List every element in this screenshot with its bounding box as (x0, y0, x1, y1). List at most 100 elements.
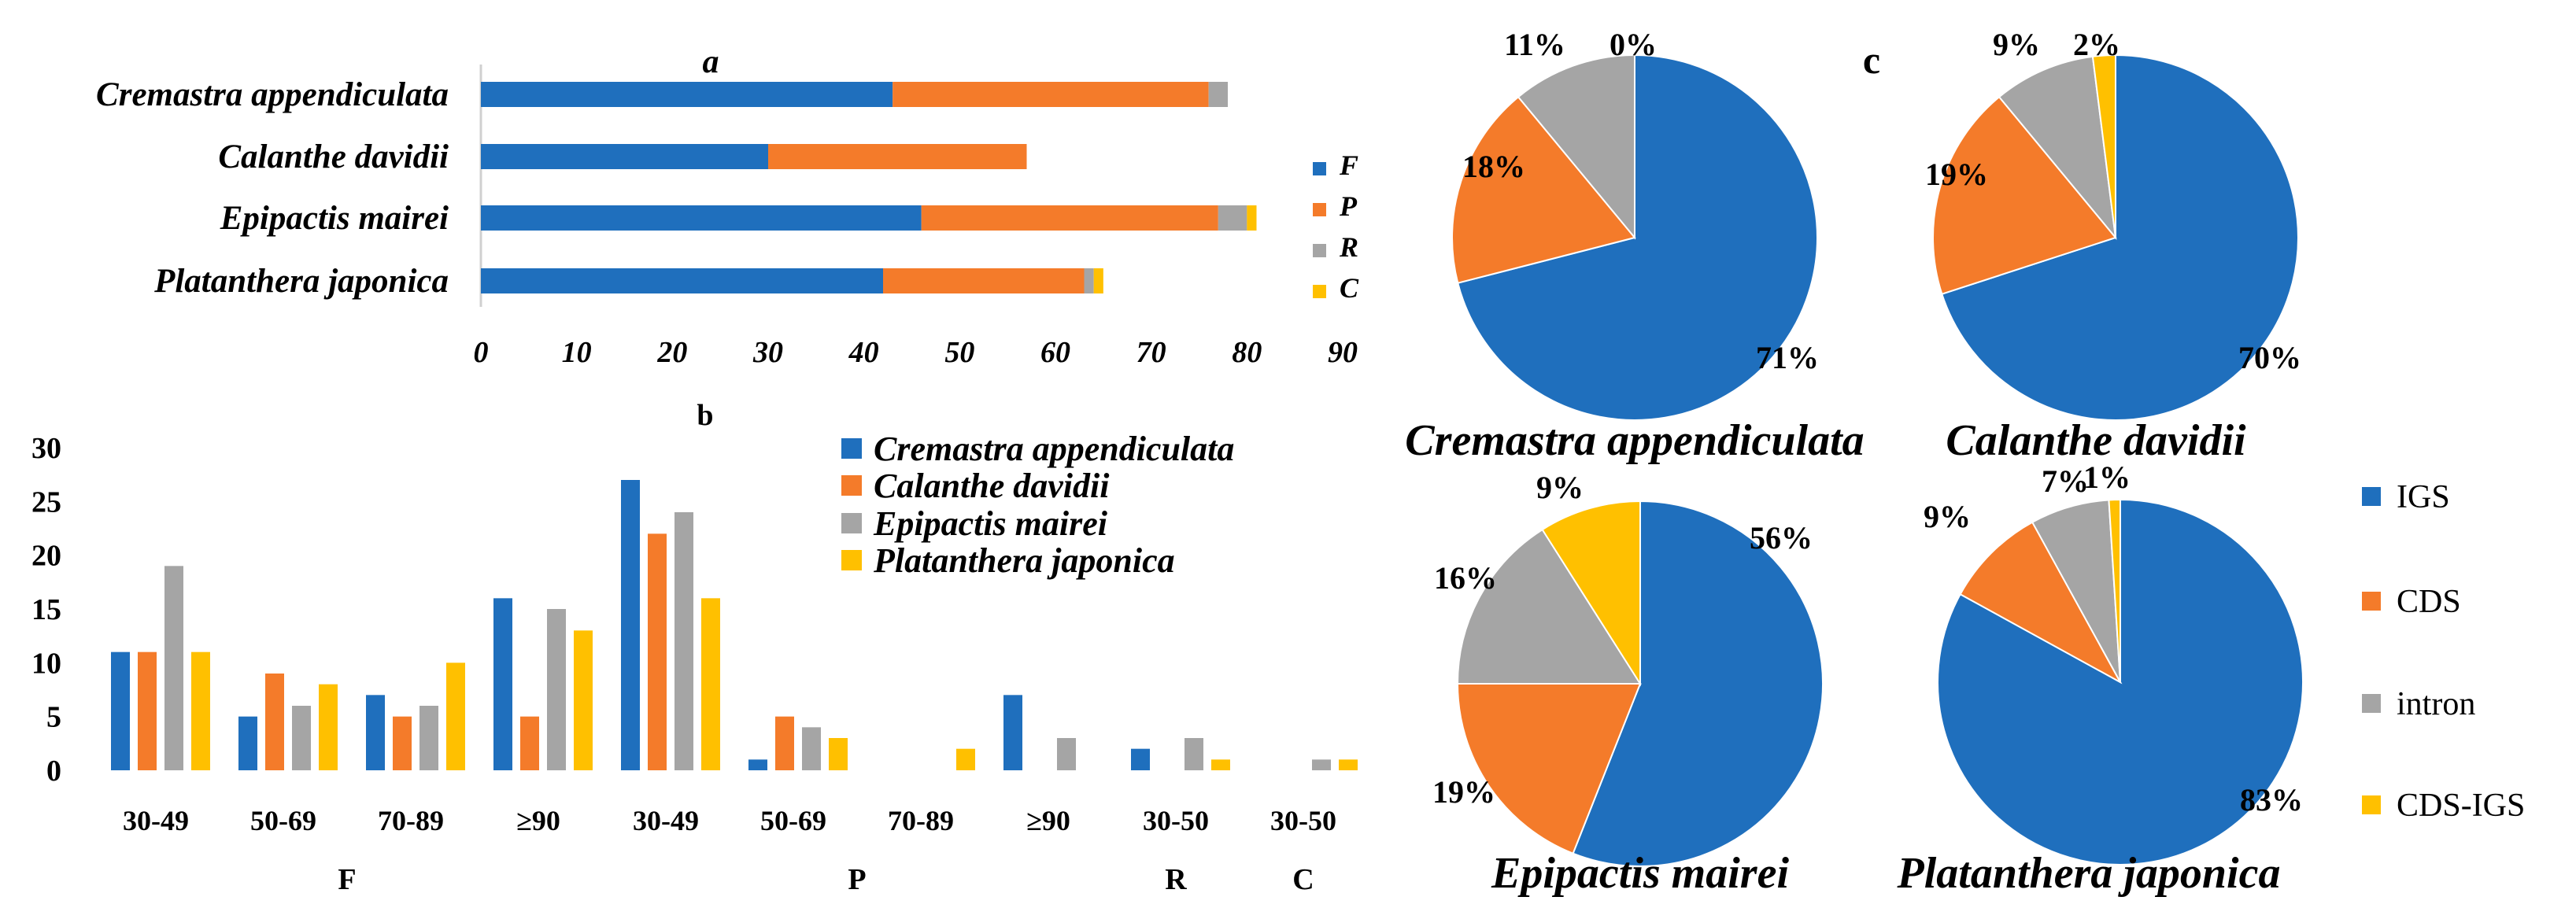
bar-b (164, 566, 183, 770)
legend-label-b: Platanthera japonica (873, 541, 1175, 580)
x-tick-b: 70-89 (888, 805, 954, 836)
pie-label: 18% (1462, 149, 1525, 184)
bar-a-P (893, 82, 1209, 107)
x-tick-b: ≥90 (516, 805, 560, 836)
pie-label: 19% (1432, 774, 1495, 810)
bar-b (493, 598, 512, 770)
x-tick-b: 50-69 (760, 805, 826, 836)
legend-label-a: F (1339, 149, 1358, 181)
y-tick-b: 20 (31, 540, 61, 573)
y-tick-b: 25 (31, 485, 61, 519)
x-tick-b: 50-69 (250, 805, 316, 836)
pie-label: 70% (2238, 340, 2301, 375)
legend-label-b: Cremastra appendiculata (874, 430, 1234, 468)
legend-swatch-b (841, 513, 862, 533)
group-label-b: R (1165, 863, 1187, 896)
bar-a-R (1084, 268, 1094, 293)
y-tick-b: 15 (31, 593, 61, 626)
x-tick-a: 90 (1328, 336, 1358, 369)
bar-b (446, 662, 465, 770)
pie-label: 83% (2240, 782, 2303, 818)
pie-slice-CDS (1959, 521, 2123, 685)
legend-swatch-c (2362, 487, 2381, 506)
bar-b (111, 651, 130, 770)
legend-swatch-c (2362, 795, 2381, 814)
bar-b (621, 480, 640, 770)
pie-label: 0% (1610, 27, 1657, 62)
x-tick-a: 70 (1136, 336, 1166, 369)
x-tick-a: 50 (944, 336, 974, 369)
x-tick-a: 60 (1040, 336, 1070, 369)
group-label-b: F (338, 863, 356, 896)
bar-b (701, 598, 720, 770)
pie-label: 9% (1536, 470, 1584, 505)
bar-b (138, 651, 157, 770)
x-tick-b: 30-50 (1143, 805, 1209, 836)
x-tick-a: 40 (848, 336, 879, 369)
pie-label: 7% (2042, 463, 2089, 499)
bar-b (648, 533, 667, 770)
x-tick-b: 70-89 (378, 805, 444, 836)
pie-slice-intron (2031, 499, 2121, 683)
x-tick-a: 30 (752, 336, 783, 369)
bar-a-C (1093, 268, 1103, 293)
x-tick-a: 0 (474, 336, 489, 369)
legend-label-a: P (1339, 190, 1358, 222)
bar-a-C (1247, 205, 1257, 231)
pie-label: 11% (1504, 27, 1565, 62)
legend-label-a: C (1340, 272, 1359, 304)
panel-label-a: a (703, 44, 719, 80)
bar-b (191, 651, 210, 770)
bar-b (802, 727, 821, 770)
bar-b (547, 609, 566, 770)
pie-slice-IGS (1572, 500, 1824, 867)
legend-label-c: CDS-IGS (2397, 788, 2525, 824)
bar-b (1003, 695, 1022, 770)
bar-a-F (481, 268, 883, 293)
species-label-a: Cremastra appendiculata (96, 76, 449, 113)
legend-label-c: CDS (2397, 584, 2461, 620)
legend-swatch-c (2362, 694, 2381, 713)
bar-b (419, 706, 438, 770)
legend-label-a: R (1339, 231, 1358, 263)
bar-a-F (481, 144, 768, 169)
legend-label-b: Calanthe davidii (874, 467, 1110, 505)
legend-swatch-a (1313, 203, 1326, 216)
x-tick-b: ≥90 (1026, 805, 1070, 836)
pie-slice-CDS-IGS (1541, 500, 1641, 687)
bar-a-P (883, 268, 1085, 293)
bar-a-R (1208, 82, 1228, 107)
pie-title: Epipactis mairei (1491, 849, 1789, 898)
legend-swatch-b (841, 550, 862, 570)
y-tick-b: 0 (46, 755, 61, 788)
pie-slice-CDS (1456, 683, 1642, 855)
bar-b (956, 748, 975, 770)
y-tick-b: 10 (31, 647, 61, 680)
y-tick-b: 5 (46, 701, 61, 734)
pie-slice-intron (1517, 54, 1635, 240)
bar-a-F (481, 82, 893, 107)
bar-b (1185, 738, 1203, 770)
x-tick-a: 10 (562, 336, 592, 369)
bar-b (238, 716, 257, 770)
x-tick-b: 30-49 (123, 805, 189, 836)
bar-a-R (1218, 205, 1247, 231)
bar-b (265, 674, 284, 770)
pie-slice-CDS-IGS (2108, 498, 2121, 683)
legend-swatch-c (2362, 592, 2381, 611)
species-label-a: Platanthera japonica (153, 263, 449, 300)
bar-b (574, 630, 593, 770)
pie-slice-CDS (1451, 95, 1636, 284)
legend-swatch-a (1313, 244, 1326, 257)
panel-label-c: c (1863, 38, 1880, 82)
pie-title: Cremastra appendiculata (1405, 416, 1864, 465)
bar-b (292, 706, 311, 770)
species-label-a: Epipactis mairei (220, 200, 449, 237)
x-tick-a: 20 (656, 336, 687, 369)
pie-label: 1% (2083, 460, 2131, 495)
legend-swatch-b (841, 438, 862, 459)
pie-label: 2% (2073, 27, 2120, 62)
panel-label-b: b (697, 399, 713, 432)
species-label-a: Calanthe davidii (218, 138, 449, 175)
